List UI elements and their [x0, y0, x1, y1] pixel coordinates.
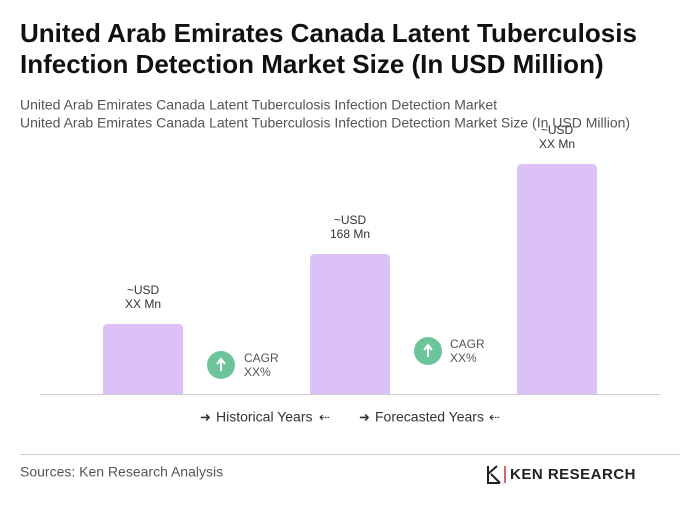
legend-arrow: ⇠ — [489, 409, 500, 424]
chart-title: United Arab Emirates Canada Latent Tuber… — [20, 18, 637, 48]
bar — [517, 164, 597, 394]
legend-label: Forecasted Years — [375, 409, 484, 425]
subtitle: United Arab Emirates Canada Latent Tuber… — [20, 115, 630, 131]
value-label: 168 Mn — [330, 227, 370, 241]
legend-arrow: ➜ — [200, 409, 211, 424]
cagr-label: CAGR — [450, 337, 485, 351]
legend-label: Historical Years — [216, 409, 313, 425]
cagr-value: XX% — [244, 365, 271, 379]
cagr-icon — [207, 351, 235, 379]
bar — [310, 254, 390, 394]
logo-icon — [487, 465, 506, 484]
legend-arrow: ⇠ — [319, 409, 330, 424]
logo-text: KEN RESEARCH — [510, 466, 636, 483]
value-label: ~USD — [127, 283, 160, 297]
value-label: ~USD — [541, 123, 574, 137]
cagr-icon — [414, 337, 442, 365]
chart-title: Infection Detection Market Size (In USD … — [20, 49, 604, 79]
source: Sources: Ken Research Analysis — [20, 464, 223, 480]
value-label: ~USD — [334, 213, 367, 227]
cagr-value: XX% — [450, 351, 477, 365]
cagr-label: CAGR — [244, 351, 279, 365]
value-label: XX Mn — [539, 137, 575, 151]
bar — [103, 324, 183, 394]
legend-arrow: ➜ — [359, 409, 370, 424]
subtitle: United Arab Emirates Canada Latent Tuber… — [20, 97, 497, 113]
value-label: XX Mn — [125, 297, 161, 311]
